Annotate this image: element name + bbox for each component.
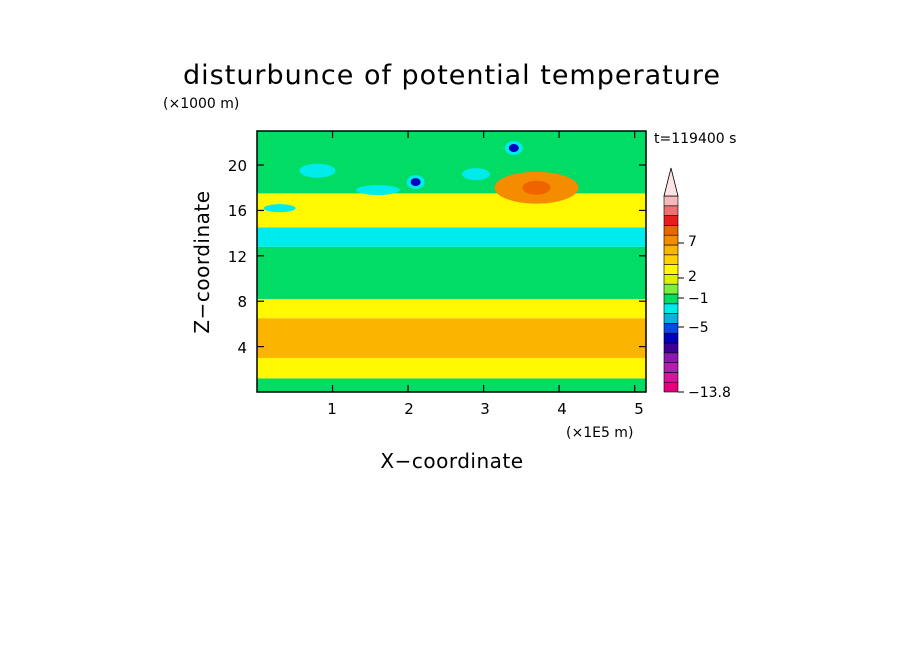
contour-band (257, 378, 646, 392)
contour-band (257, 246, 646, 299)
y-unit-label: (×1000 m) (163, 96, 239, 112)
colorbar-label: −5 (688, 320, 709, 336)
colorbar-swatch (663, 381, 679, 393)
contour-patch (355, 185, 400, 196)
x-tick-label: 2 (404, 400, 414, 418)
plot-frame (256, 130, 647, 393)
axis-ticks (257, 131, 646, 392)
colorbar-swatch (663, 254, 679, 265)
colorbar-label: −13.8 (688, 385, 731, 401)
colorbar-label: 7 (688, 234, 697, 250)
contour-patch (299, 163, 336, 178)
colorbar-swatch (663, 195, 679, 207)
colorbar-swatch (663, 274, 679, 285)
colorbar-swatch (663, 313, 679, 324)
colorbar-swatch (663, 332, 679, 344)
y-tick-label: 20 (228, 157, 247, 175)
colorbar-swatch (663, 362, 679, 373)
colorbar-swatch (663, 225, 679, 236)
colorbar (663, 167, 684, 393)
contour-band (257, 193, 646, 228)
colorbar-labels: 7 2 −1 −5 −13.8 (688, 234, 731, 401)
y-tick-label: 8 (237, 293, 247, 311)
contour-band (257, 131, 646, 194)
y-tick-label: 4 (237, 339, 247, 357)
x-unit-label: (×1E5 m) (566, 425, 633, 441)
contour-field (257, 131, 646, 392)
colorbar-swatch (663, 234, 679, 246)
colorbar-label: −1 (688, 291, 709, 307)
colorbar-swatch (663, 244, 679, 256)
colorbar-swatch (663, 264, 679, 275)
chart-title: disturbunce of potential temperature (183, 60, 721, 91)
colorbar-swatch (663, 205, 679, 216)
colorbar-swatch (663, 293, 679, 305)
x-tick-label: 1 (327, 400, 337, 418)
y-tick-label: 12 (228, 248, 247, 266)
x-axis-label: X−coordinate (380, 449, 523, 473)
x-tick-label: 3 (480, 400, 490, 418)
colorbar-swatch (663, 342, 679, 354)
contour-blob (522, 180, 551, 195)
colorbar-swatch (663, 323, 679, 334)
colorbar-swatch (663, 215, 679, 226)
contour-patch (263, 204, 296, 213)
y-tick-label: 16 (228, 202, 247, 220)
x-tick-labels: 1 2 3 4 5 (327, 400, 644, 418)
time-label: t=119400 s (654, 131, 736, 147)
contour-band (257, 298, 646, 319)
y-tick-labels: 4 8 12 16 20 (228, 157, 247, 357)
contour-blob (508, 144, 519, 153)
contour-band (257, 357, 646, 379)
contour-patch (462, 168, 491, 181)
colorbar-swatch (663, 283, 679, 295)
colorbar-swatch (663, 372, 679, 383)
x-tick-label: 4 (557, 400, 567, 418)
contour-band (257, 321, 646, 357)
colorbar-label: 2 (688, 269, 697, 285)
contour-band (257, 227, 646, 247)
colorbar-swatch (663, 352, 679, 363)
colorbar-swatch (663, 303, 679, 314)
x-tick-label: 5 (634, 400, 644, 418)
contour-blob (410, 178, 421, 187)
y-axis-label: Z−coordinate (190, 190, 214, 333)
colorbar-extend-arrow (663, 167, 679, 197)
